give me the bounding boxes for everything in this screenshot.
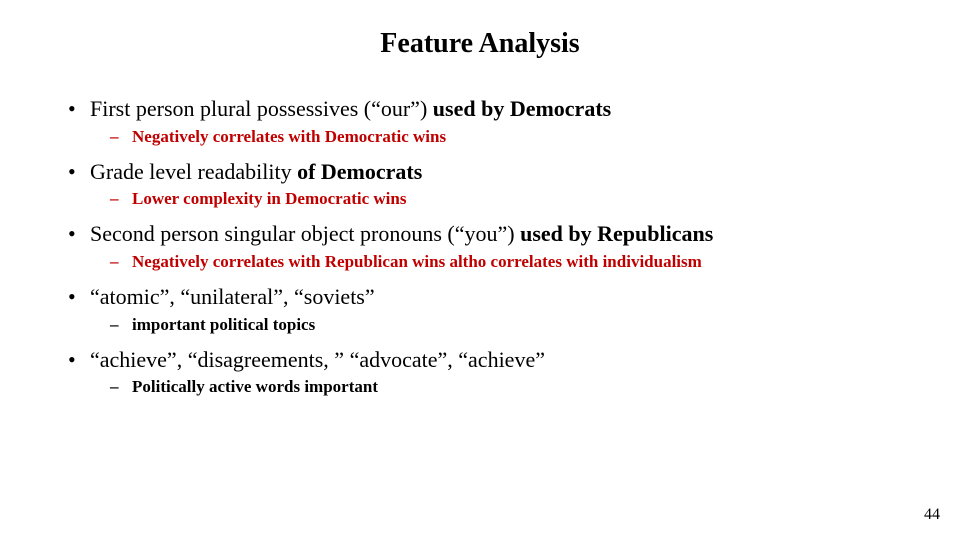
bullet-segment: “achieve”, “disagreements, ” “advocate”,… xyxy=(90,347,545,372)
sub-bullet-item: Lower complexity in Democratic wins xyxy=(132,188,900,211)
bullet-segment: First person plural possessives (“our”) xyxy=(90,96,433,121)
slide: Feature Analysis First person plural pos… xyxy=(0,0,960,540)
bullet-text: Grade level readability of Democrats xyxy=(90,159,422,184)
bullet-text: Second person singular object pronouns (… xyxy=(90,221,713,246)
bullet-segment: used by Democrats xyxy=(433,96,611,121)
sub-list: Politically active words important xyxy=(90,376,900,399)
bullet-item: First person plural possessives (“our”) … xyxy=(90,94,900,149)
bullet-item: “atomic”, “unilateral”, “soviets” importa… xyxy=(90,282,900,337)
sub-list: Negatively correlates with Democratic wi… xyxy=(90,126,900,149)
bullet-text: “atomic”, “unilateral”, “soviets” xyxy=(90,284,375,309)
page-number: 44 xyxy=(924,506,940,524)
bullet-item: “achieve”, “disagreements, ” “advocate”,… xyxy=(90,345,900,400)
sub-list: Negatively correlates with Republican wi… xyxy=(90,251,900,274)
sub-list: Lower complexity in Democratic wins xyxy=(90,188,900,211)
bullet-segment: used by Republicans xyxy=(520,221,713,246)
bullet-list: First person plural possessives (“our”) … xyxy=(60,94,900,399)
bullet-segment: Second person singular object pronouns (… xyxy=(90,221,520,246)
bullet-item: Grade level readability of Democrats Lowe… xyxy=(90,157,900,212)
bullet-text: First person plural possessives (“our”) … xyxy=(90,96,611,121)
slide-title: Feature Analysis xyxy=(60,28,900,60)
bullet-segment: Grade level readability xyxy=(90,159,297,184)
bullet-text: “achieve”, “disagreements, ” “advocate”,… xyxy=(90,347,545,372)
sub-bullet-item: Negatively correlates with Republican wi… xyxy=(132,251,900,274)
sub-list: important political topics xyxy=(90,314,900,337)
sub-bullet-item: Politically active words important xyxy=(132,376,900,399)
bullet-segment: of Democrats xyxy=(297,159,422,184)
sub-bullet-item: important political topics xyxy=(132,314,900,337)
bullet-segment: “atomic”, “unilateral”, “soviets” xyxy=(90,284,375,309)
bullet-item: Second person singular object pronouns (… xyxy=(90,219,900,274)
sub-bullet-item: Negatively correlates with Democratic wi… xyxy=(132,126,900,149)
